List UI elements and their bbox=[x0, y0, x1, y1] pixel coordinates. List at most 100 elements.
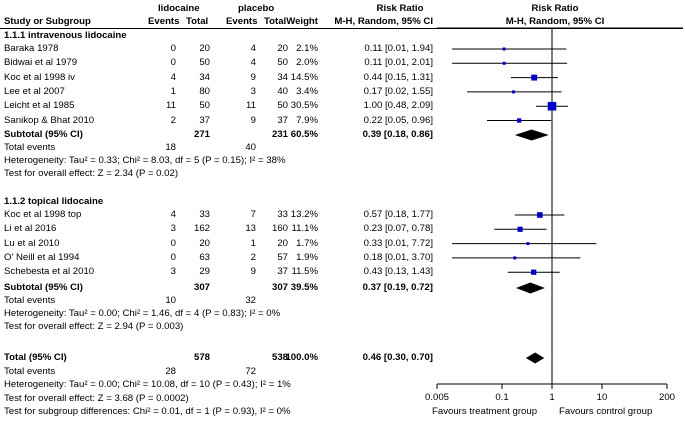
total2: 40 bbox=[277, 85, 288, 97]
events1: 4 bbox=[170, 209, 176, 220]
events2: 1 bbox=[250, 237, 256, 249]
risk-ratio-ci: 0.23 [0.07, 0.78] bbox=[363, 223, 433, 235]
events2: 2 bbox=[250, 251, 256, 263]
study-marker bbox=[513, 256, 517, 260]
events1: 0 bbox=[170, 57, 176, 69]
study-marker bbox=[531, 74, 538, 81]
events1: 4 bbox=[170, 71, 176, 83]
group1-header: lidocaine bbox=[158, 3, 200, 14]
events1: 11 bbox=[166, 100, 176, 112]
risk-ratio-ci: 0.17 [0.02, 1.55] bbox=[363, 85, 433, 97]
events2: 9 bbox=[250, 71, 256, 83]
total-ci: 0.46 [0.30, 0.70] bbox=[362, 352, 433, 363]
events2: 4 bbox=[250, 57, 256, 69]
total2: 50 bbox=[277, 100, 288, 112]
events1: 0 bbox=[170, 251, 176, 263]
group2-events-e2: 32 bbox=[245, 295, 256, 306]
events2: 9 bbox=[250, 114, 256, 126]
x-tick-label: 1 bbox=[549, 392, 555, 403]
favours-left-label: Favours treatment group bbox=[432, 406, 538, 417]
events2-header: Events bbox=[226, 16, 258, 27]
weight: 30.5% bbox=[290, 100, 318, 112]
subgroup-differences: Test for subgroup differences: Chi² = 0.… bbox=[4, 406, 291, 417]
group2-subtotal-weight: 39.5% bbox=[290, 282, 318, 293]
x-tick-label: 10 bbox=[596, 392, 608, 403]
weight: 3.4% bbox=[296, 85, 318, 97]
risk-ratio-ci: 0.57 [0.18, 1.77] bbox=[363, 209, 433, 220]
study-name: Baraka 1978 bbox=[4, 43, 59, 54]
group1-heterogeneity: Heterogeneity: Tau² = 0.33; Chi² = 8.03,… bbox=[4, 155, 286, 166]
risk-ratio-ci: 0.11 [0.01, 2.01] bbox=[364, 57, 433, 69]
group1-events-e1: 18 bbox=[165, 142, 176, 153]
group1-subtotal-t1: 271 bbox=[193, 129, 210, 140]
risk-ratio-ci: 0.22 [0.05, 0.96] bbox=[363, 114, 433, 126]
total-label: Total (95% CI) bbox=[4, 352, 67, 363]
total1: 29 bbox=[199, 266, 210, 278]
rr-method-header: M-H, Random, 95% CI bbox=[334, 16, 433, 27]
study-name: Sanikop & Bhat 2010 bbox=[4, 114, 95, 126]
events2: 13 bbox=[245, 223, 256, 235]
study-marker bbox=[516, 118, 522, 123]
study-name: Lee et al 2007 bbox=[4, 85, 65, 97]
risk-ratio-ci: 0.44 [0.15, 1.31] bbox=[363, 71, 433, 83]
study-name: O' Neill et al 1994 bbox=[4, 251, 80, 263]
total-events-e2: 72 bbox=[245, 366, 256, 377]
risk-ratio-ci: 0.11 [0.01, 1.94] bbox=[364, 43, 433, 54]
group2-subtotal-t1: 307 bbox=[193, 282, 210, 293]
risk-ratio-ci: 1.00 [0.48, 2.09] bbox=[363, 100, 433, 112]
total1: 50 bbox=[199, 100, 210, 112]
weight: 7.9% bbox=[296, 114, 318, 126]
total2: 37 bbox=[277, 266, 288, 278]
total1: 63 bbox=[199, 251, 210, 263]
events1: 1 bbox=[170, 85, 176, 97]
total2: 50 bbox=[277, 57, 288, 69]
study-name: Leicht et al 1985 bbox=[4, 100, 75, 112]
study-marker bbox=[512, 90, 516, 94]
group2-subtotal-t2: 307 bbox=[271, 282, 288, 293]
total1: 80 bbox=[199, 85, 210, 97]
total2: 160 bbox=[271, 223, 288, 235]
weight-header: Weight bbox=[286, 16, 318, 27]
weight: 1.9% bbox=[296, 251, 318, 263]
study-name: Koc et al 1998 top bbox=[4, 209, 82, 220]
events1: 0 bbox=[170, 237, 176, 249]
weight: 13.2% bbox=[290, 209, 318, 220]
weight: 1.7% bbox=[296, 237, 318, 249]
total1: 162 bbox=[193, 223, 210, 235]
header-rule bbox=[0, 28, 683, 29]
group2-subtotal-ci: 0.37 [0.19, 0.72] bbox=[362, 282, 433, 293]
events2: 9 bbox=[250, 266, 256, 278]
x-tick-label: 0.1 bbox=[495, 392, 509, 403]
group1-subtotal-t2: 231 bbox=[271, 129, 288, 140]
weight: 2.1% bbox=[296, 43, 318, 54]
events1: 3 bbox=[170, 223, 176, 235]
weight: 11.5% bbox=[291, 266, 319, 278]
study-marker bbox=[526, 242, 530, 246]
total-heterogeneity: Heterogeneity: Tau² = 0.00; Chi² = 10.08… bbox=[4, 379, 291, 390]
events2: 3 bbox=[250, 85, 256, 97]
group1-subtotal-weight: 60.5% bbox=[290, 129, 318, 140]
risk-ratio-ci: 0.18 [0.01, 3.70] bbox=[363, 251, 433, 263]
study-marker bbox=[517, 226, 523, 232]
total1: 33 bbox=[199, 209, 210, 220]
study-marker bbox=[502, 47, 506, 51]
total1: 34 bbox=[199, 71, 210, 83]
risk-ratio-ci: 0.33 [0.01, 7.72] bbox=[363, 237, 433, 249]
study-name: Bidwai et al 1979 bbox=[4, 57, 78, 69]
plot-title-header: Risk Ratio bbox=[531, 3, 579, 14]
events2: 7 bbox=[250, 209, 256, 220]
total2: 20 bbox=[277, 43, 288, 54]
study-header: Study or Subgroup bbox=[4, 16, 91, 27]
study-marker bbox=[502, 61, 506, 65]
total2-header: Total bbox=[264, 16, 287, 27]
group2-title: 1.1.2 topical lidocaine bbox=[4, 196, 104, 207]
group1-events-label: Total events bbox=[4, 142, 56, 153]
study-marker bbox=[531, 269, 537, 275]
total1: 20 bbox=[199, 237, 210, 249]
events2: 4 bbox=[250, 43, 256, 54]
total2: 37 bbox=[277, 114, 288, 126]
group1-subtotal-ci: 0.39 [0.18, 0.86] bbox=[362, 129, 433, 140]
favours-right-label: Favours control group bbox=[559, 406, 653, 417]
total1: 20 bbox=[199, 43, 210, 54]
